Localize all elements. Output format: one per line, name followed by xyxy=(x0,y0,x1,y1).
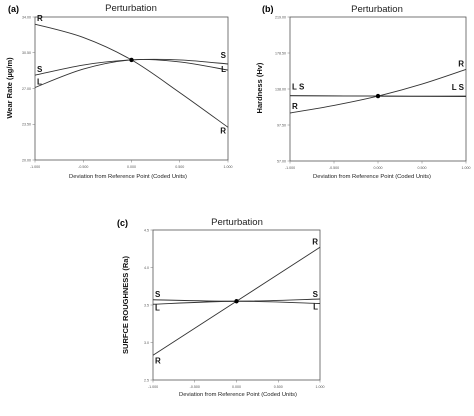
series-label: R xyxy=(220,126,226,135)
chart-title: Perturbation xyxy=(351,4,403,15)
series-label: R xyxy=(155,356,161,365)
series-label: L S xyxy=(292,83,305,92)
reference-point-marker xyxy=(129,57,134,63)
x-tick-label: 1.000 xyxy=(316,385,325,389)
y-tick-label: 97.50 xyxy=(277,123,286,127)
series-label: L xyxy=(155,303,160,312)
series-line-r xyxy=(289,69,467,114)
x-tick-label: -0.500 xyxy=(190,385,200,389)
x-tick-label: -0.500 xyxy=(78,165,88,169)
x-axis-label: Deviation from Reference Point (Coded Un… xyxy=(69,174,187,180)
chart-title: Perturbation xyxy=(105,3,157,14)
chart-panel-b: (b) Perturbation Hardness (Hv) Deviation fr… xyxy=(255,4,471,180)
y-tick-label: 219.00 xyxy=(275,15,286,19)
reference-point-marker xyxy=(375,93,381,99)
reference-point-marker xyxy=(234,299,239,304)
x-tick-label: -1.000 xyxy=(30,165,40,169)
x-tick-label: -0.500 xyxy=(329,166,339,170)
series-label: R xyxy=(292,102,298,111)
x-tick-label: 1.000 xyxy=(224,165,233,169)
x-tick-label: 1.000 xyxy=(462,166,471,170)
x-tick-label: 0.000 xyxy=(127,165,136,169)
y-axis-label: Wear Rate (µg/m) xyxy=(5,57,14,119)
series-label: R xyxy=(312,237,318,246)
y-tick-label: 178.50 xyxy=(275,51,286,55)
x-tick-label: 0.000 xyxy=(374,166,383,170)
chart-panel-c: (c) Perturbation SURFCE ROUGHNESS (Ra) Devi… xyxy=(117,217,325,398)
y-tick-label: 20.00 xyxy=(22,158,31,162)
panel-label: (a) xyxy=(8,4,19,14)
series-label: S xyxy=(313,290,319,299)
panel-label: (b) xyxy=(262,4,274,14)
series-label: R xyxy=(37,14,43,23)
y-tick-label: 27.00 xyxy=(22,87,31,91)
y-tick-label: 4.5 xyxy=(144,228,149,232)
plot-frame xyxy=(289,16,467,162)
x-tick-label: 0.000 xyxy=(232,385,241,389)
y-tick-label: 138.00 xyxy=(275,87,286,91)
x-axis-label: Deviation from Reference Point (Coded Un… xyxy=(179,392,297,398)
series-label: L S xyxy=(452,83,465,92)
y-tick-label: 23.50 xyxy=(22,123,31,127)
plot-frame xyxy=(34,16,229,161)
panel-label: (c) xyxy=(117,218,128,228)
x-tick-label: -1.000 xyxy=(148,385,158,389)
y-tick-label: 3.5 xyxy=(144,303,149,307)
x-tick-label: -1.000 xyxy=(285,166,295,170)
y-tick-label: 3.0 xyxy=(144,341,149,345)
series-label: S xyxy=(155,290,161,299)
x-tick-label: 0.500 xyxy=(274,385,283,389)
y-tick-label: 4.0 xyxy=(144,266,149,270)
y-tick-label: 2.5 xyxy=(144,378,149,382)
chart-title: Perturbation xyxy=(211,217,263,228)
y-tick-label: 57.00 xyxy=(277,159,286,163)
chart-panel-a: (a) Perturbation Wear Rate (µg/m) Deviation… xyxy=(5,3,233,180)
series-label: R xyxy=(458,59,464,68)
plot-frame xyxy=(152,229,321,381)
y-axis-label: Hardness (Hv) xyxy=(255,62,264,113)
x-tick-label: 0.500 xyxy=(418,166,427,170)
series-label: S xyxy=(221,51,227,60)
series-label: S xyxy=(37,65,43,74)
y-tick-label: 34.00 xyxy=(22,15,31,19)
x-tick-label: 0.500 xyxy=(175,165,184,169)
x-axis-label: Deviation from Reference Point (Coded Un… xyxy=(313,174,431,180)
series-label: L xyxy=(221,65,226,74)
series-label: L xyxy=(37,77,42,86)
y-axis-label: SURFCE ROUGHNESS (Ra) xyxy=(121,256,130,354)
series-line-l xyxy=(34,59,229,88)
y-tick-label: 30.50 xyxy=(22,51,31,55)
series-label: L xyxy=(313,303,318,312)
